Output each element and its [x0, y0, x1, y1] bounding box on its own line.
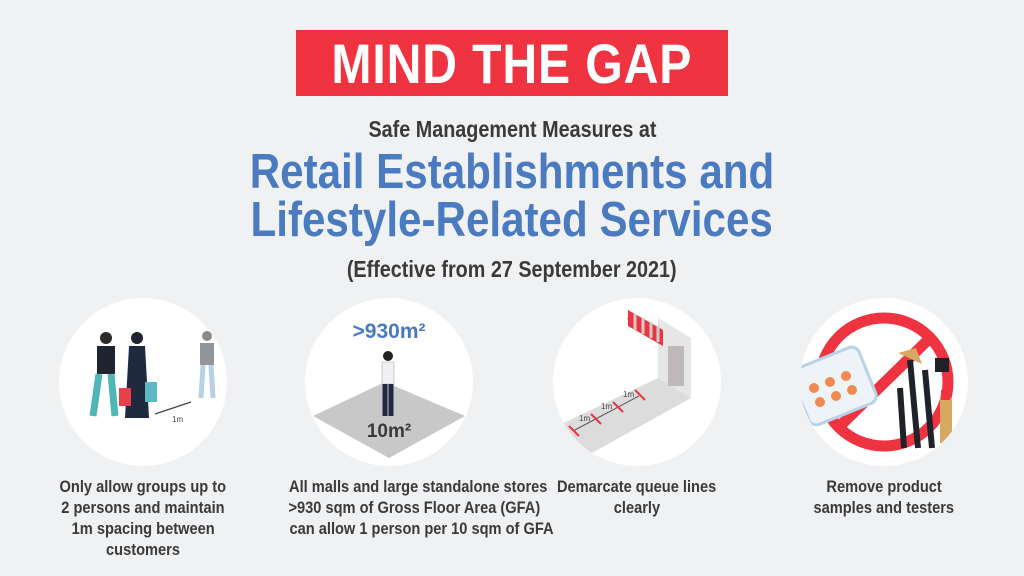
title-banner: MIND THE GAP — [296, 30, 728, 96]
svg-text:1m: 1m — [172, 415, 183, 424]
subtitle: Safe Management Measures at — [367, 116, 657, 142]
banner-title: MIND THE GAP — [331, 31, 693, 95]
svg-text:1m: 1m — [579, 414, 590, 423]
floor-area-icon: >930m² 10m² — [305, 298, 473, 466]
effective-date: (Effective from 27 September 2021) — [347, 256, 677, 282]
caption-floor-area: All malls and large standalone stores >93… — [288, 477, 554, 538]
caption-group-spacing: Only allow groups up to 2 persons and mai… — [59, 477, 227, 559]
caption-queue-lines: Demarcate queue lines clearly — [557, 477, 717, 517]
svg-text:1m: 1m — [601, 402, 612, 411]
svg-text:10m²: 10m² — [367, 421, 411, 442]
heading-line-1: Retail Establishments and — [249, 145, 775, 199]
caption-remove-samples: Remove product samples and testers — [813, 477, 955, 517]
shoppers-distancing-icon: 1m — [59, 298, 227, 466]
queue-lines-icon: 1m 1m 1m — [553, 298, 721, 466]
no-samples-icon — [800, 298, 968, 466]
svg-text:1m: 1m — [623, 390, 634, 399]
heading-line-2: Lifestyle-Related Services — [250, 193, 774, 247]
svg-text:>930m²: >930m² — [353, 320, 426, 343]
